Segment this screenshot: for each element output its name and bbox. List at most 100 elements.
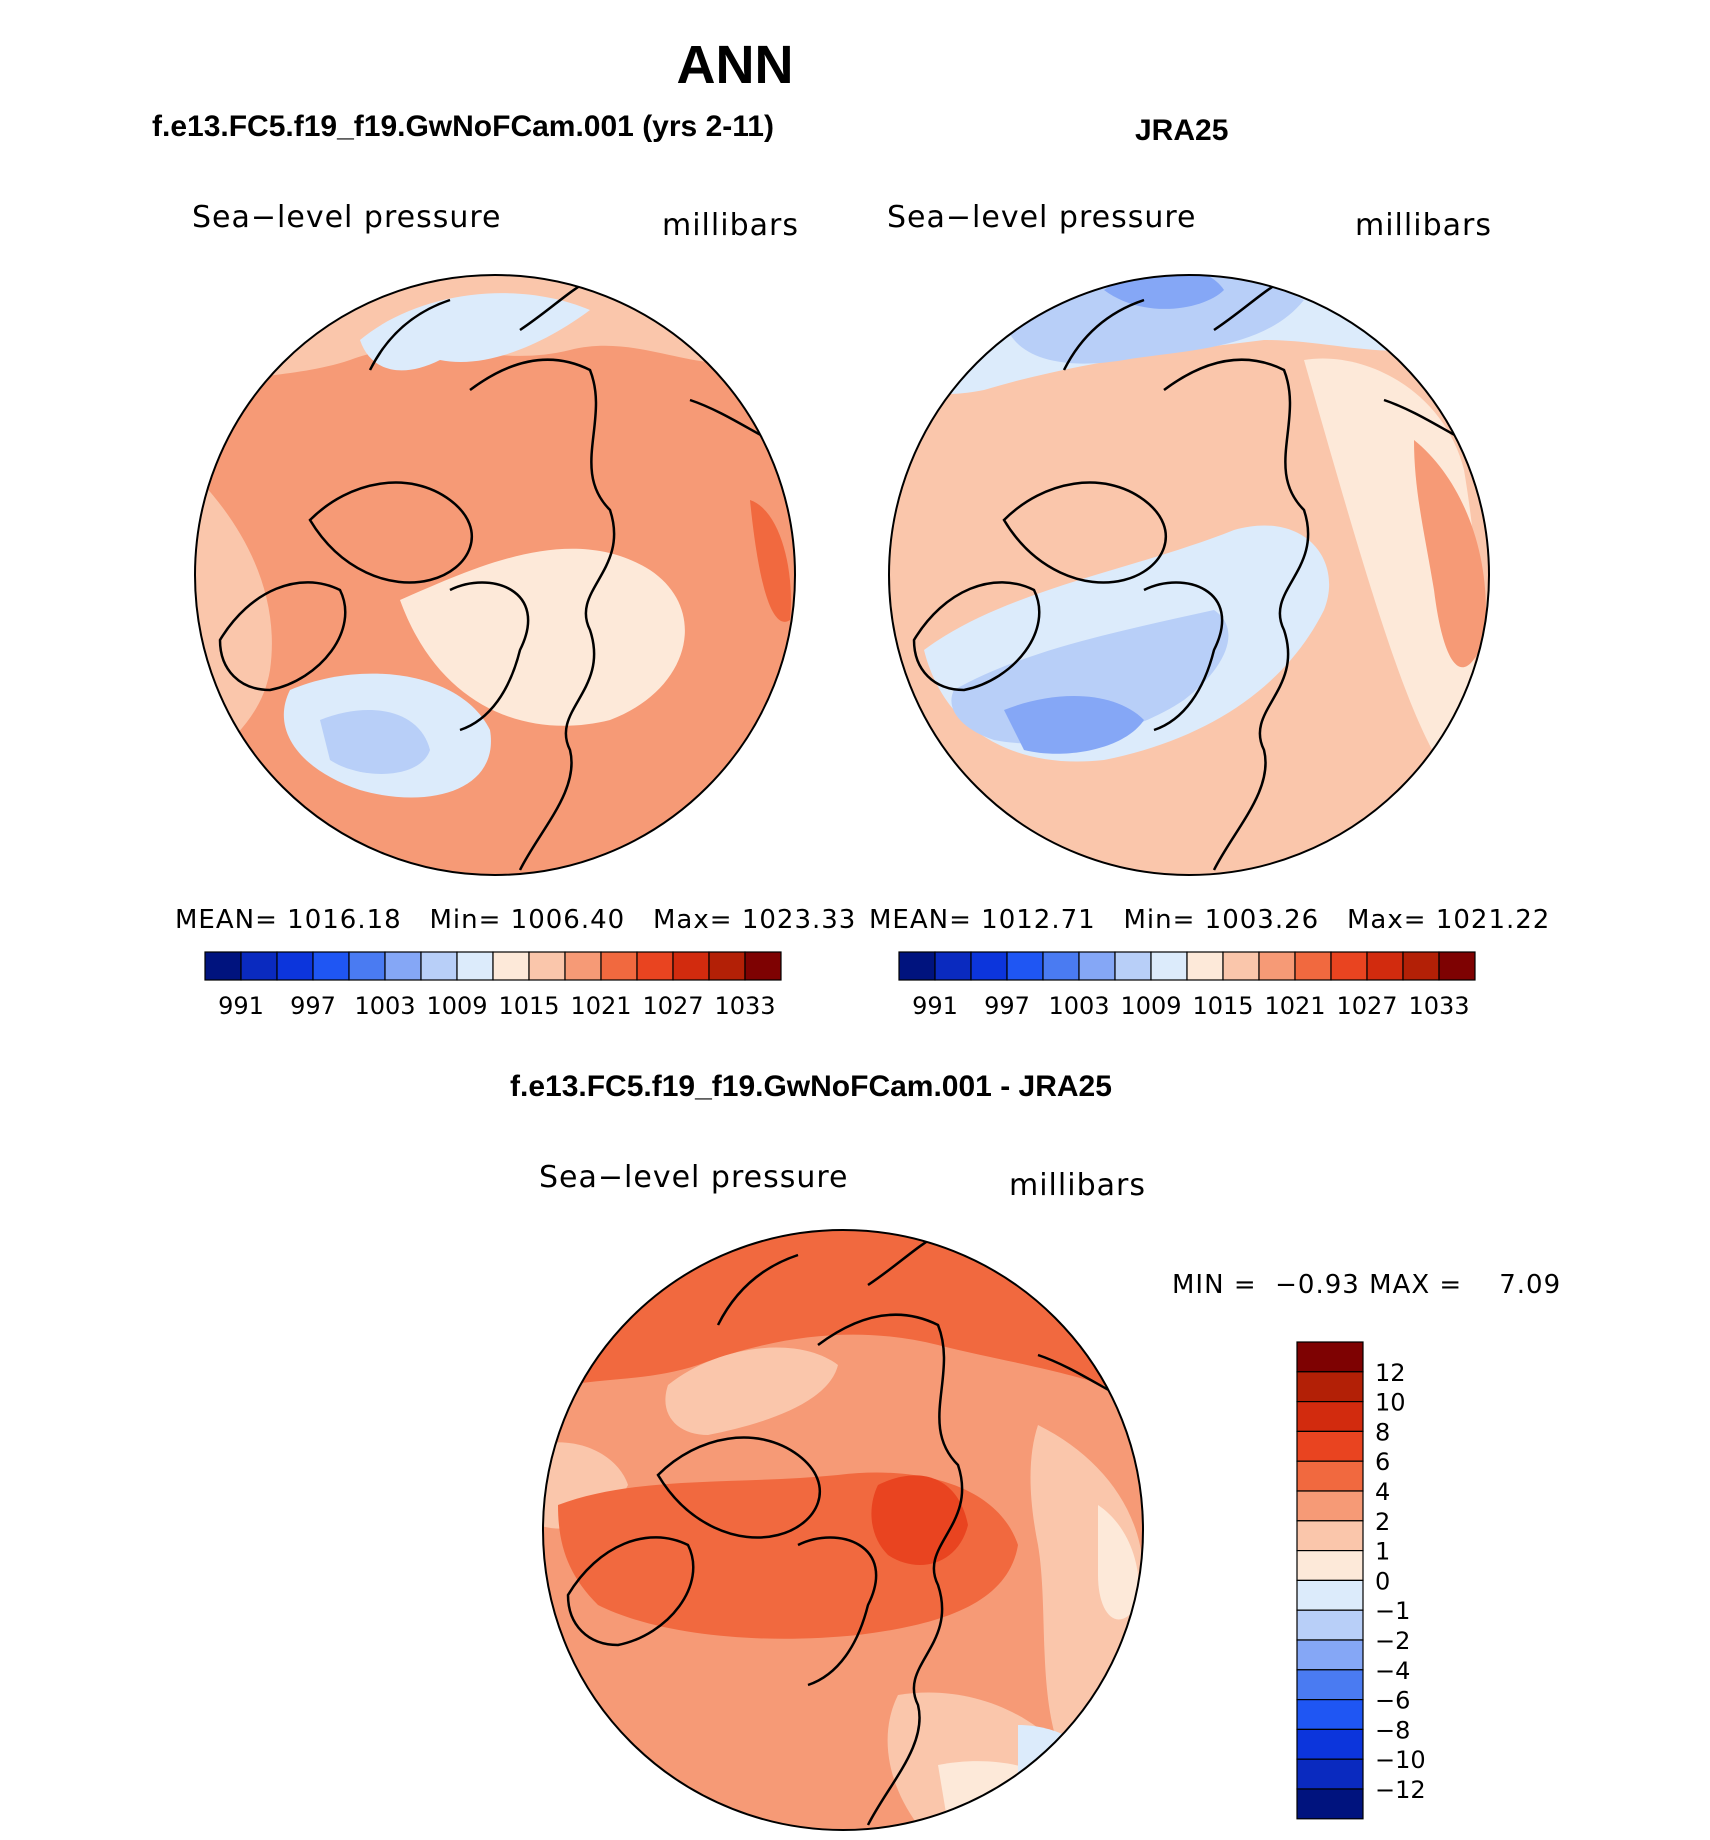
panel1-max-value: 1023.33	[741, 905, 857, 935]
panel2-colorbar-swatch-10	[1258, 951, 1296, 981]
panel2-colorbar-swatch-8	[1186, 951, 1224, 981]
panel3-min-label: MIN =	[1172, 1270, 1257, 1300]
panel3-field-east-very-pale	[1098, 1505, 1139, 1620]
panel2-units-label: millibars	[1355, 208, 1492, 243]
panel1-colorbar-swatch-8	[492, 951, 530, 981]
panel1-colorbar-tick-2: 1003	[354, 992, 415, 1020]
panel3-colorbar-swatch-8	[1296, 1579, 1364, 1611]
panel3-colorbar-tick-13: −10	[1375, 1746, 1426, 1774]
panel3-colorbar-tick-8: −1	[1375, 1597, 1410, 1625]
panel1-min-label: Min=	[429, 905, 502, 935]
panel2-min-value: 1003.26	[1204, 905, 1320, 935]
panel1-colorbar-tick-3: 1009	[426, 992, 487, 1020]
panel1-coast-1	[218, 581, 347, 692]
panel1-map-boundary	[194, 274, 796, 876]
panel3-colorbar-swatch-1	[1296, 1371, 1364, 1403]
panel2-field-south-core	[1004, 696, 1144, 754]
panel3-colorbar-tick-1: 10	[1375, 1389, 1406, 1417]
panel3-colorbar-tick-9: −2	[1375, 1627, 1410, 1655]
panel3-colorbar-swatch-10	[1296, 1639, 1364, 1671]
panel1-mean-value: 1016.18	[287, 905, 402, 935]
panel2-coast-5	[1062, 298, 1145, 371]
panel3-colorbar-tick-6: 1	[1375, 1538, 1390, 1566]
panel3-colorbar-tick-2: 8	[1375, 1418, 1390, 1446]
panel3-colorbar-swatch-14	[1296, 1758, 1364, 1790]
panel1-min-value: 1006.40	[510, 905, 626, 935]
panel1-colorbar-tick-7: 1033	[714, 992, 775, 1020]
panel2-mean-label: MEAN=	[869, 905, 972, 935]
panel1-colorbar-tick-6: 1027	[642, 992, 703, 1020]
panel3-field-south-pale	[887, 1692, 1058, 1825]
panel1-field-blue-top	[360, 293, 590, 371]
panel3-colorbar-swatch-7	[1296, 1550, 1364, 1582]
panel2-colorbar-tick-3: 1009	[1120, 992, 1181, 1020]
panel1-colorbar-swatch-15	[744, 951, 782, 981]
panel3-field-label: Sea−level pressure	[539, 1160, 849, 1195]
panel2-coast-3	[1143, 581, 1224, 732]
panel3-coast-2	[656, 1436, 821, 1539]
panel2-field-north-blue-2	[1004, 275, 1304, 364]
panel2-colorbar-swatch-7	[1150, 951, 1188, 981]
panel2-colorbar-swatch-13	[1366, 951, 1404, 981]
panel1-max-label: Max=	[653, 905, 733, 935]
panel3-colorbar-tick-14: −12	[1375, 1776, 1426, 1804]
panel2-colorbar-swatch-12	[1330, 951, 1368, 981]
panel2-colorbar-swatch-2	[970, 951, 1008, 981]
panel2-colorbar-tick-2: 1003	[1048, 992, 1109, 1020]
panel3-colorbar-swatch-2	[1296, 1400, 1364, 1432]
panel3-coast-3	[797, 1536, 878, 1687]
panel1-colorbar: 991 997 1003 1009 1015 1021 1027 1033	[204, 951, 782, 1020]
panel3-map-boundary	[542, 1229, 1144, 1831]
page-title: ANN	[676, 35, 794, 95]
panel2-colorbar-tick-1: 997	[984, 992, 1030, 1020]
panel2-coast-1	[912, 581, 1041, 692]
panel3-colorbar-tick-7: 0	[1375, 1567, 1390, 1595]
panel2-colorbar-swatch-4	[1042, 951, 1080, 981]
panel1-field-east-max	[750, 500, 791, 622]
panel3-colorbar-tick-5: 2	[1375, 1508, 1390, 1536]
panel2-map	[888, 274, 1490, 876]
panel2-field-label: Sea−level pressure	[887, 200, 1197, 235]
panel1-colorbar-tick-0: 991	[218, 992, 264, 1020]
panel2-stats: MEAN= 1012.71 Min= 1003.26 Max= 1021.22	[869, 905, 1550, 935]
panel3-units-label: millibars	[1009, 1168, 1146, 1203]
panel2-title: JRA25	[1135, 114, 1229, 147]
panel3-stats: MIN = −0.93 MAX = 7.09	[1172, 1270, 1561, 1300]
panel2-colorbar-swatch-15	[1438, 951, 1476, 981]
panel3-title: f.e13.FC5.f19_f19.GwNoFCam.001 - JRA25	[510, 1070, 1112, 1103]
panel1-units-label: millibars	[662, 208, 799, 243]
panel3-field-south-blue	[1018, 1725, 1098, 1796]
panel2-colorbar-tick-7: 1033	[1408, 992, 1469, 1020]
panel2-colorbar-tick-6: 1027	[1336, 992, 1397, 1020]
panel2-colorbar-tick-4: 1015	[1192, 992, 1253, 1020]
panel3-colorbar-swatch-12	[1296, 1699, 1364, 1731]
panel1-map	[194, 274, 796, 876]
panel2-mean-value: 1012.71	[981, 905, 1096, 935]
panel1-colorbar-swatch-2	[276, 951, 314, 981]
panel2-colorbar-swatch-5	[1078, 951, 1116, 981]
panel1-colorbar-swatch-7	[456, 951, 494, 981]
panel1-stats: MEAN= 1016.18 Min= 1006.40 Max= 1023.33	[175, 905, 856, 935]
panel2-colorbar-swatch-6	[1114, 951, 1152, 981]
panel3-field-south-very-pale	[938, 1761, 1058, 1828]
panel1-colorbar-swatch-3	[312, 951, 350, 981]
panel3-colorbar-swatch-15	[1296, 1788, 1364, 1820]
panel3-map	[542, 1229, 1144, 1831]
panel2-colorbar-tick-0: 991	[912, 992, 958, 1020]
panel2-max-value: 1021.22	[1435, 905, 1551, 935]
panel3-colorbar-tick-11: −6	[1375, 1687, 1410, 1715]
panel3-colorbar-tick-3: 6	[1375, 1448, 1390, 1476]
panel1-field-center-pale	[400, 548, 685, 726]
panel2-colorbar-swatch-1	[934, 951, 972, 981]
panel1-colorbar-swatch-11	[600, 951, 638, 981]
panel2-colorbar-swatch-9	[1222, 951, 1260, 981]
panel3-colorbar-tick-0: 12	[1375, 1359, 1406, 1387]
panel1-field-blue-core	[320, 710, 430, 774]
panel3-coast-1	[566, 1536, 695, 1647]
panel1-colorbar-swatch-4	[348, 951, 386, 981]
panel1-colorbar-swatch-9	[528, 951, 566, 981]
panel2-colorbar: 991 997 1003 1009 1015 1021 1027 1033	[898, 951, 1476, 1020]
panel3-field-pale-patch	[665, 1347, 838, 1435]
panel3-colorbar-swatch-3	[1296, 1430, 1364, 1462]
